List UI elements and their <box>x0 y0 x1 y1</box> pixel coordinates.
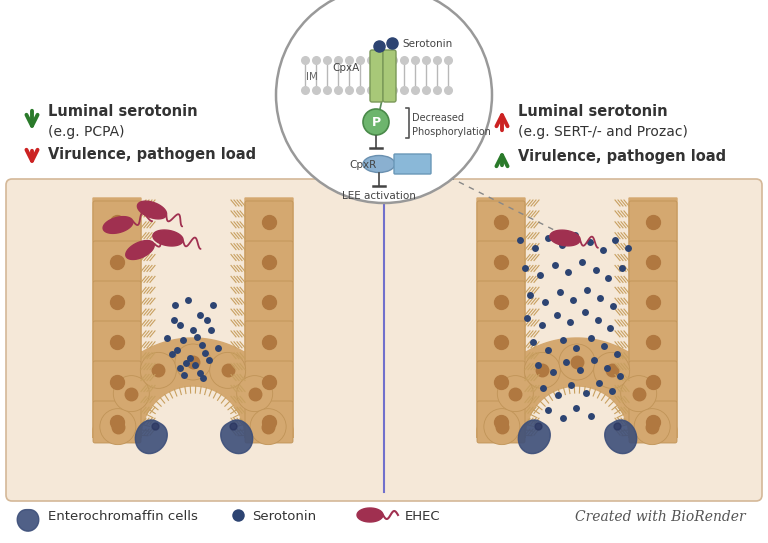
Text: EHEC: EHEC <box>405 510 441 523</box>
Polygon shape <box>103 217 133 233</box>
Circle shape <box>621 376 657 412</box>
FancyBboxPatch shape <box>629 281 677 323</box>
Circle shape <box>276 0 492 203</box>
FancyBboxPatch shape <box>245 361 293 403</box>
Polygon shape <box>137 201 167 219</box>
FancyBboxPatch shape <box>629 241 677 283</box>
Polygon shape <box>17 510 39 531</box>
Polygon shape <box>126 241 154 260</box>
Circle shape <box>237 376 273 412</box>
Circle shape <box>175 344 211 380</box>
Circle shape <box>141 352 177 388</box>
Ellipse shape <box>363 155 395 173</box>
FancyBboxPatch shape <box>477 321 525 363</box>
Polygon shape <box>604 420 637 453</box>
FancyBboxPatch shape <box>93 281 141 323</box>
Circle shape <box>498 376 533 412</box>
FancyBboxPatch shape <box>93 201 141 243</box>
FancyBboxPatch shape <box>394 154 431 174</box>
Text: IM: IM <box>306 72 318 82</box>
Polygon shape <box>477 198 677 438</box>
Text: LEE activation: LEE activation <box>342 191 416 201</box>
Text: (e.g. PCPA): (e.g. PCPA) <box>48 125 124 139</box>
FancyBboxPatch shape <box>245 401 293 443</box>
FancyBboxPatch shape <box>93 321 141 363</box>
FancyBboxPatch shape <box>477 241 525 283</box>
Text: Serotonin: Serotonin <box>252 510 316 523</box>
Polygon shape <box>153 230 183 246</box>
FancyBboxPatch shape <box>93 361 141 403</box>
Text: Serotonin: Serotonin <box>402 39 452 49</box>
FancyBboxPatch shape <box>245 241 293 283</box>
FancyBboxPatch shape <box>477 361 525 403</box>
Text: Luminal serotonin: Luminal serotonin <box>48 104 197 119</box>
Circle shape <box>484 409 520 445</box>
Text: Created with BioRender: Created with BioRender <box>575 510 746 524</box>
Circle shape <box>210 352 246 388</box>
FancyBboxPatch shape <box>477 281 525 323</box>
Polygon shape <box>357 508 383 522</box>
Polygon shape <box>550 230 580 246</box>
FancyBboxPatch shape <box>477 401 525 443</box>
FancyBboxPatch shape <box>245 281 293 323</box>
Text: Virulence, pathogen load: Virulence, pathogen load <box>518 149 726 165</box>
Circle shape <box>525 352 561 388</box>
Circle shape <box>250 409 286 445</box>
Circle shape <box>594 352 630 388</box>
Text: Phosphorylation: Phosphorylation <box>412 127 491 137</box>
Polygon shape <box>518 420 550 453</box>
Circle shape <box>559 344 595 380</box>
FancyBboxPatch shape <box>370 50 383 102</box>
Text: CpxA: CpxA <box>332 63 359 73</box>
Text: Luminal serotonin: Luminal serotonin <box>518 104 667 119</box>
Text: Virulence, pathogen load: Virulence, pathogen load <box>48 148 256 162</box>
FancyBboxPatch shape <box>383 50 396 102</box>
Text: P: P <box>372 117 381 129</box>
FancyBboxPatch shape <box>629 401 677 443</box>
FancyBboxPatch shape <box>629 361 677 403</box>
FancyBboxPatch shape <box>245 201 293 243</box>
Text: (e.g. SERT-/- and Prozac): (e.g. SERT-/- and Prozac) <box>518 125 688 139</box>
Text: CpxR: CpxR <box>349 160 376 170</box>
Circle shape <box>363 109 389 135</box>
Circle shape <box>114 376 149 412</box>
FancyBboxPatch shape <box>629 321 677 363</box>
FancyBboxPatch shape <box>629 201 677 243</box>
Circle shape <box>100 409 136 445</box>
FancyBboxPatch shape <box>477 201 525 243</box>
Polygon shape <box>93 198 293 438</box>
Circle shape <box>634 409 670 445</box>
Text: Enterochromaffin cells: Enterochromaffin cells <box>48 510 198 523</box>
Polygon shape <box>220 420 253 453</box>
FancyBboxPatch shape <box>6 179 762 501</box>
FancyBboxPatch shape <box>245 321 293 363</box>
Polygon shape <box>135 420 167 453</box>
FancyBboxPatch shape <box>93 241 141 283</box>
Text: Decreased: Decreased <box>412 113 464 123</box>
FancyBboxPatch shape <box>93 401 141 443</box>
